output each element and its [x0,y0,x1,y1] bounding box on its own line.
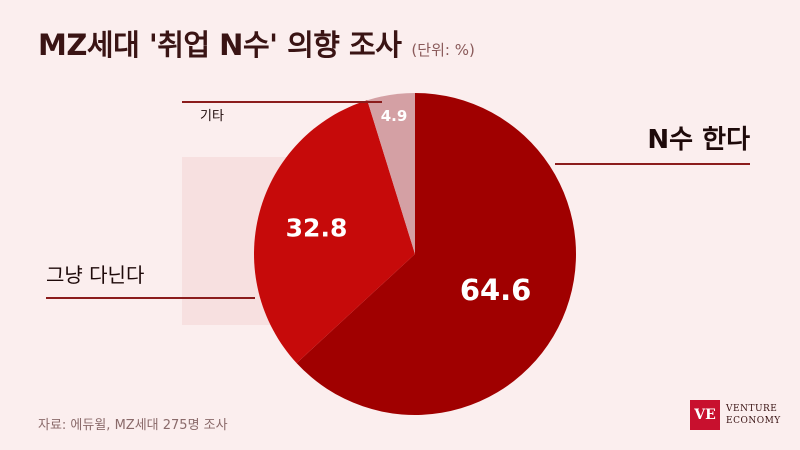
chart-header: MZ세대 '취업 N수' 의향 조사 (단위: %) [38,22,475,64]
logo-text: VENTURE ECONOMY [726,403,781,427]
slice-value-label-1: 64.6 [460,273,532,307]
logo-line-1: VENTURE [726,404,778,414]
chart-unit: (단위: %) [411,41,475,59]
venture-economy-logo: VE VENTURE ECONOMY [690,400,781,430]
chart-title: MZ세대 '취업 N수' 의향 조사 [38,28,402,62]
slice-category-label-3: 기타 [200,109,224,124]
slice-category-label-1: N수 한다 [647,125,750,155]
pie-slice-3 [367,93,415,254]
pie-slice-1 [296,93,576,415]
logo-mark: VE [690,400,720,430]
slice-category-label-2: 그냥 다닌다 [46,263,144,287]
slice-value-label-2: 32.8 [286,214,348,243]
source-note: 자료: 에듀윌, MZ세대 275명 조사 [38,418,228,433]
slice-value-label-3: 4.9 [381,107,408,125]
pie-slice-2 [254,100,415,364]
logo-line-2: ECONOMY [726,416,781,426]
